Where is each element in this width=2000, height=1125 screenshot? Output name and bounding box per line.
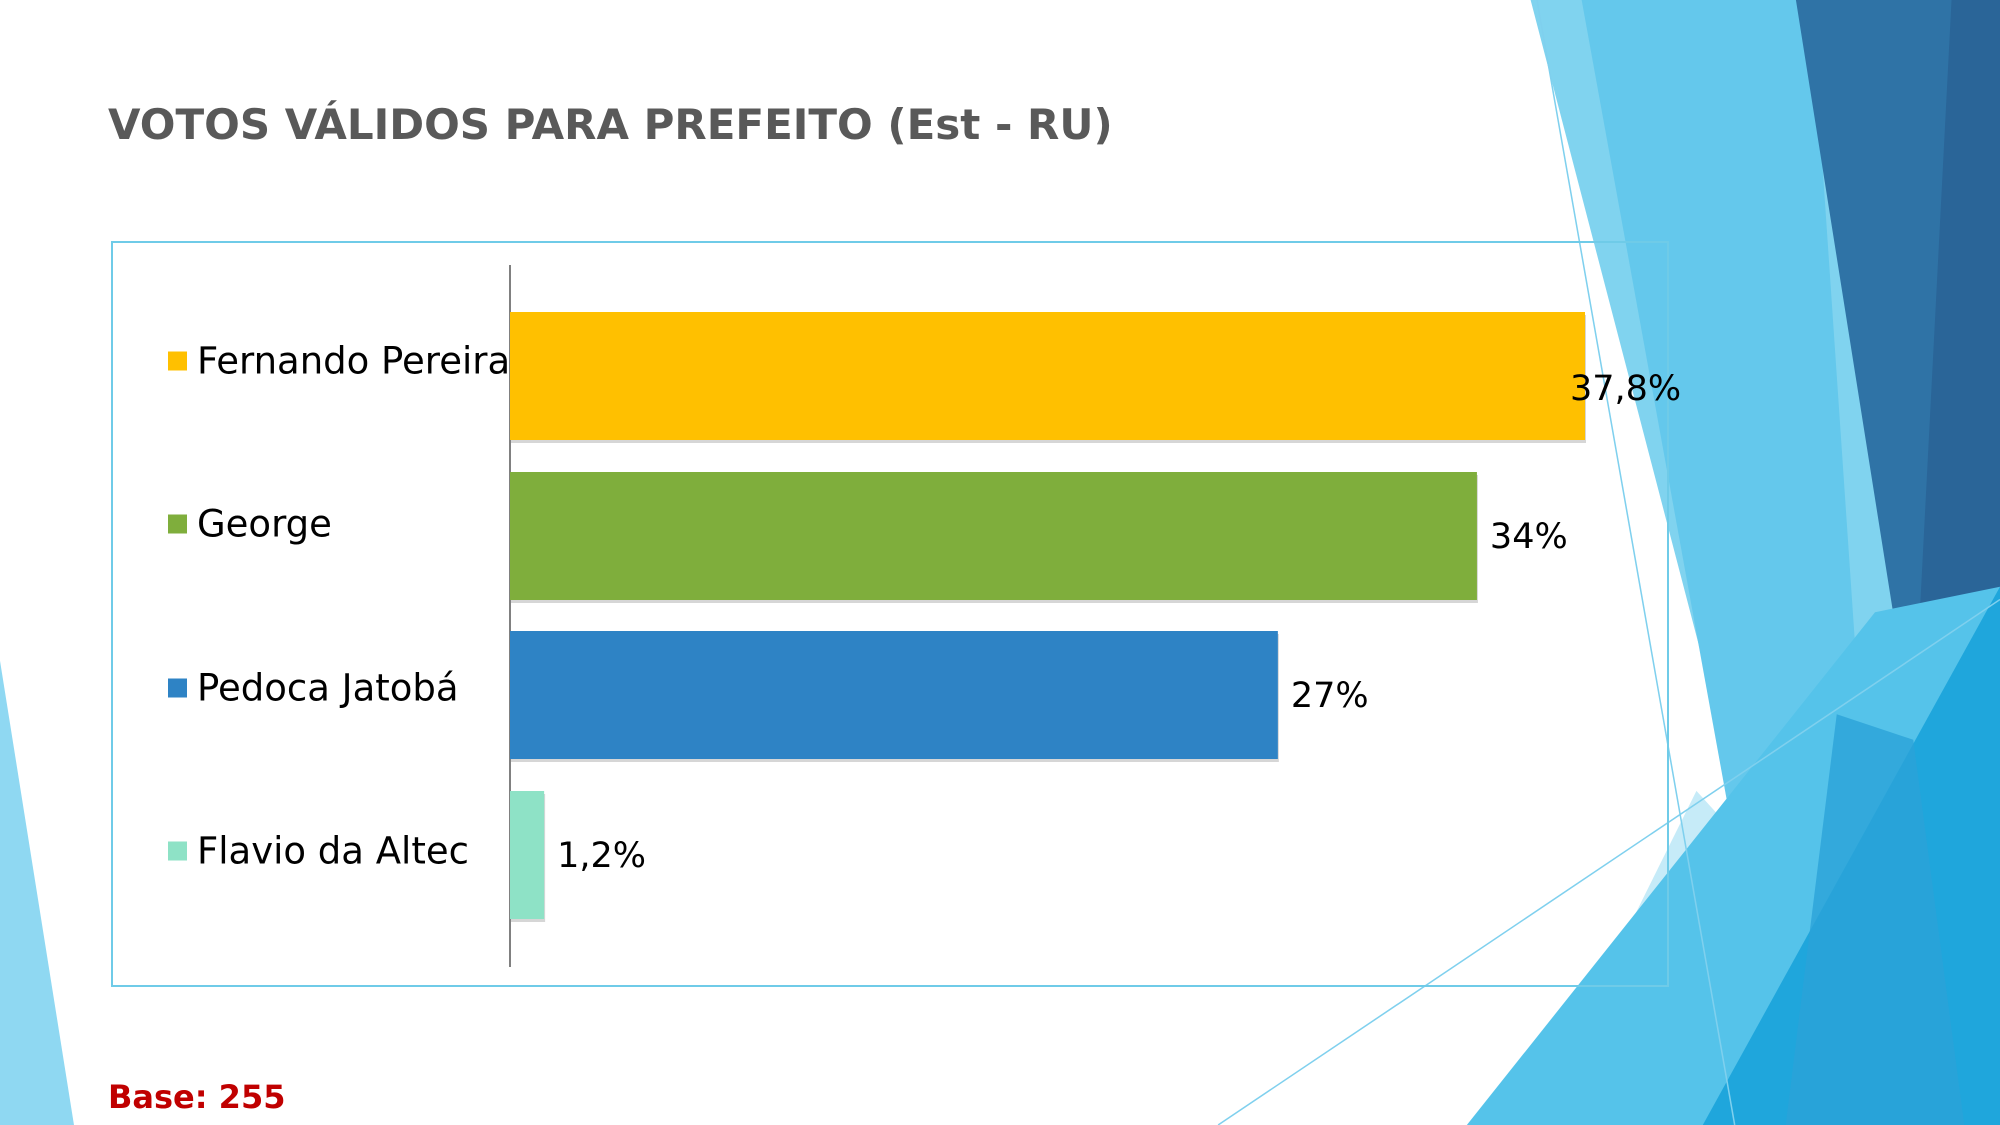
bar-3 — [510, 791, 545, 919]
bar-2 — [510, 631, 1278, 759]
data-label: 37,8% — [1570, 369, 1681, 409]
data-label: 1,2% — [557, 836, 646, 876]
legend-swatch — [168, 514, 187, 534]
chart-frame — [111, 241, 1669, 987]
legend-label: Flavio da Altec — [197, 829, 469, 873]
bar-1 — [510, 472, 1477, 600]
base-note: Base: 255 — [108, 1078, 286, 1116]
bar-0 — [510, 312, 1585, 440]
legend-label: George — [197, 502, 332, 546]
legend-swatch — [168, 678, 187, 698]
legend-label: Fernando Pereira — [197, 339, 511, 383]
chart-title: VOTOS VÁLIDOS PARA PREFEITO (Est - RU) — [108, 100, 1113, 149]
legend-item: Fernando Pereira — [168, 340, 510, 383]
legend-item: Flavio da Altec — [168, 830, 469, 873]
data-label: 34% — [1490, 517, 1568, 557]
legend-item: George — [168, 503, 332, 546]
legend-swatch — [168, 351, 187, 371]
legend-swatch — [168, 841, 187, 861]
legend-item: Pedoca Jatobá — [168, 667, 459, 710]
data-label: 27% — [1291, 676, 1369, 716]
legend-label: Pedoca Jatobá — [197, 666, 459, 710]
